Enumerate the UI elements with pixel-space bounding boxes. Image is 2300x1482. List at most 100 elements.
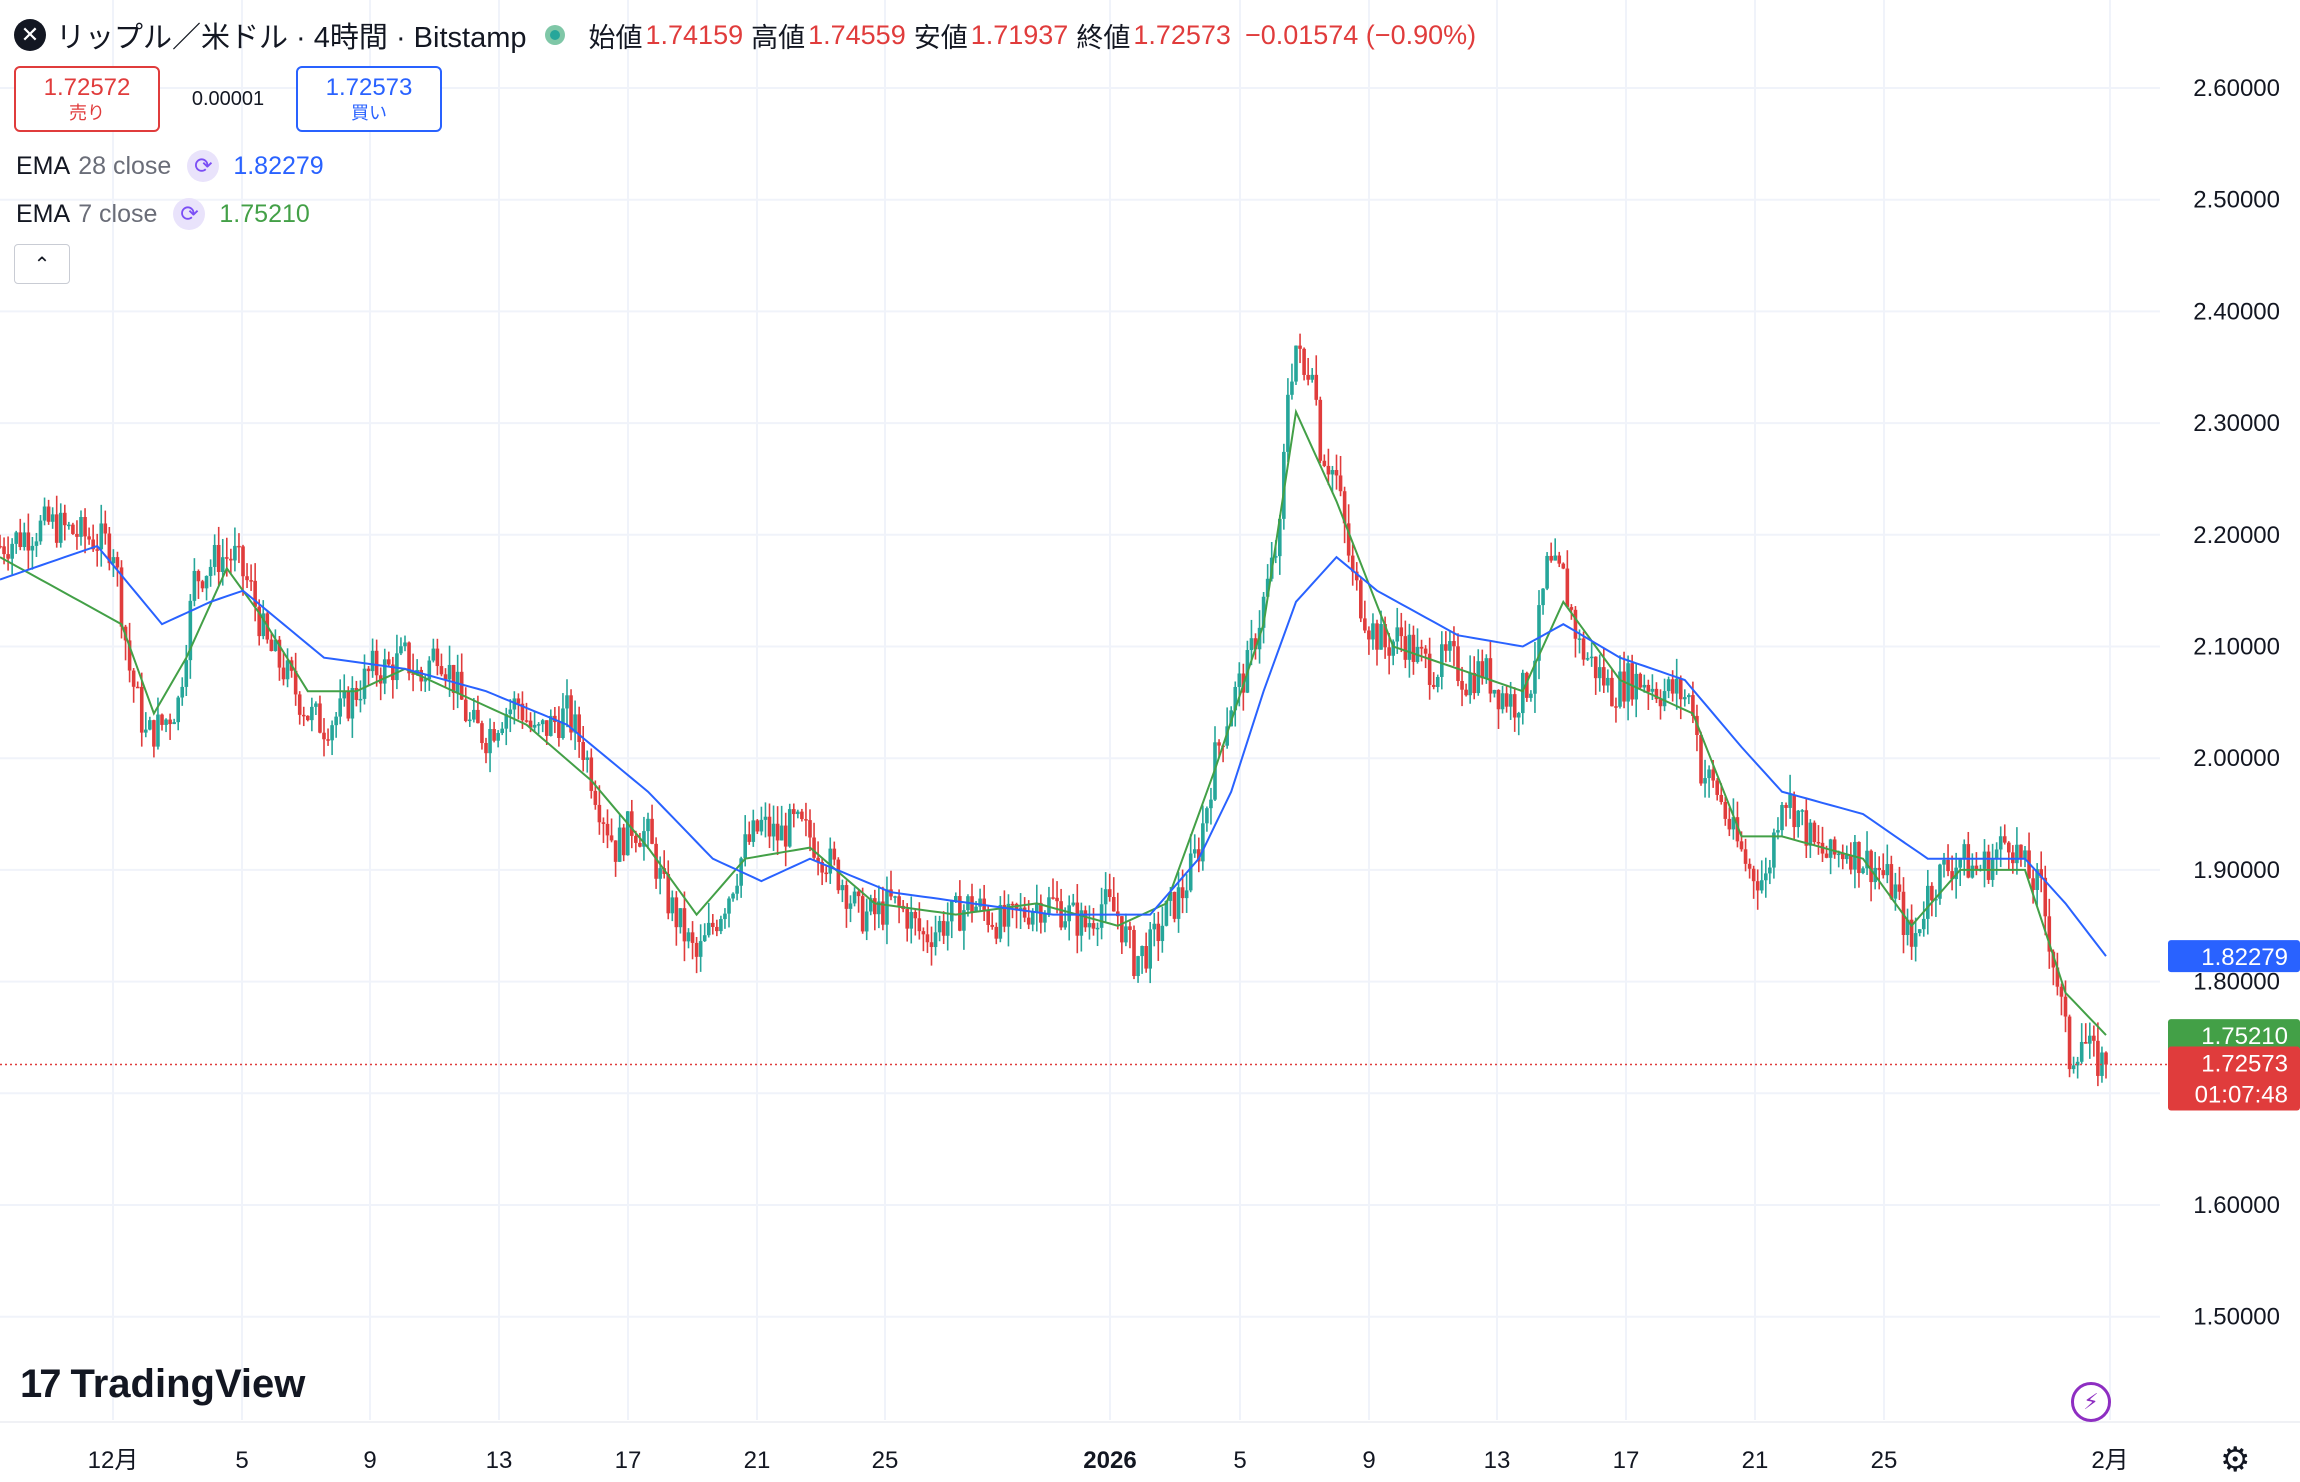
- candle-body: [706, 922, 711, 936]
- candle-body: [233, 545, 237, 561]
- candle-body: [1184, 890, 1189, 899]
- candle-body: [2079, 1041, 2084, 1062]
- candle-body: [2015, 844, 2019, 864]
- chart-grid: [0, 0, 2300, 1423]
- refresh-icon[interactable]: ⟳: [173, 198, 206, 230]
- collapse-legend-button[interactable]: ⌃: [14, 244, 70, 284]
- candle-body: [1095, 927, 1100, 930]
- candle-body: [1808, 822, 1813, 846]
- price-tick-label: 1.80000: [2193, 969, 2280, 996]
- ema7-line: [0, 408, 2107, 1036]
- candle-body: [1018, 907, 1023, 911]
- candle-body: [1379, 624, 1383, 650]
- candle-body: [1723, 801, 1728, 819]
- candle-body: [1561, 563, 1566, 569]
- ema28-legend[interactable]: EMA 28 close ⟳ 1.82279: [16, 150, 324, 182]
- candle-body: [2067, 1016, 2072, 1070]
- candle-body: [893, 896, 897, 898]
- candle-body: [1768, 867, 1772, 874]
- candle-body: [334, 716, 338, 726]
- candle-body: [2039, 869, 2043, 878]
- candle-body: [1180, 887, 1185, 899]
- candle-body: [1035, 902, 1039, 913]
- candle-body: [382, 659, 387, 684]
- time-tick-label: 9: [1362, 1447, 1375, 1474]
- buy-button[interactable]: 1.72573 買い: [296, 66, 442, 132]
- candle-body: [783, 825, 788, 847]
- candle-body: [1286, 394, 1290, 452]
- candle-body: [771, 823, 776, 837]
- candle-body: [1719, 794, 1724, 802]
- time-tick-label: 5: [1233, 1447, 1246, 1474]
- candle-body: [1747, 863, 1752, 869]
- candle-body: [1731, 817, 1736, 830]
- candle-body: [2023, 850, 2027, 859]
- candle-body: [1776, 830, 1780, 833]
- candle-body: [87, 536, 91, 540]
- candle-body: [2083, 1041, 2088, 1044]
- tradingview-logo[interactable]: 17 TradingView: [20, 1362, 305, 1407]
- candle-body: [1124, 926, 1128, 943]
- candle-body: [192, 570, 197, 601]
- candle-body: [1743, 849, 1748, 864]
- symbol-title[interactable]: リップル／米ドル · 4時間 · Bitstamp: [56, 22, 527, 54]
- time-tick-label: 12月: [88, 1447, 139, 1474]
- candle-body: [58, 512, 63, 543]
- candle-body: [1905, 919, 1910, 935]
- candle-body: [1079, 910, 1084, 936]
- candle-body: [719, 919, 723, 932]
- lightning-icon[interactable]: ⚡: [2071, 1382, 2111, 1422]
- candle-body: [346, 690, 351, 719]
- candle-body: [1966, 844, 1971, 878]
- candle-body: [1367, 630, 1371, 640]
- ema28-value: 1.82279: [233, 151, 324, 180]
- candle-body: [1614, 706, 1618, 708]
- candle-body: [1099, 904, 1104, 928]
- candle-body: [986, 910, 990, 925]
- candle-body: [1249, 638, 1254, 651]
- candle-body: [2055, 967, 2060, 987]
- candle-body: [2031, 878, 2035, 890]
- close-value: 1.72573: [1133, 19, 1231, 50]
- candle-body: [273, 639, 278, 652]
- candle-body: [536, 724, 541, 726]
- candle-body: [698, 941, 703, 957]
- candle-body: [1529, 693, 1533, 698]
- ema7-legend[interactable]: EMA 7 close ⟳ 1.75210: [16, 198, 310, 230]
- candle-body: [180, 686, 185, 698]
- candle-body: [1363, 618, 1367, 631]
- price-badge-label: 1.75210: [2201, 1023, 2288, 1050]
- candle-body: [573, 714, 577, 733]
- candle-body: [1440, 644, 1444, 677]
- candle-body: [188, 600, 193, 661]
- candle-body: [1359, 580, 1363, 619]
- time-tick-label: 5: [235, 1447, 248, 1474]
- candle-body: [605, 823, 610, 836]
- candle-body: [1537, 605, 1541, 661]
- candle-body: [840, 885, 845, 891]
- refresh-icon[interactable]: ⟳: [187, 150, 220, 182]
- candle-body: [330, 725, 334, 741]
- candle-body: [792, 809, 796, 815]
- candle-body: [1553, 555, 1557, 561]
- candle-body: [54, 514, 59, 543]
- candle-body: [646, 818, 650, 832]
- candle-body: [484, 743, 488, 754]
- candle-body: [67, 524, 71, 527]
- candle-body: [1735, 817, 1740, 842]
- candle-body: [674, 897, 679, 928]
- candle-body: [1504, 693, 1509, 707]
- candle-body: [38, 520, 43, 542]
- candle-body: [1075, 902, 1080, 936]
- candle-body: [1176, 887, 1181, 919]
- candle-body: [1622, 671, 1626, 702]
- candle-body: [962, 910, 966, 931]
- candle-body: [1861, 868, 1865, 874]
- settings-icon[interactable]: ⚙: [2220, 1441, 2251, 1479]
- candle-body: [1602, 667, 1606, 686]
- candle-body: [2, 546, 6, 555]
- sell-button[interactable]: 1.72572 売り: [14, 66, 160, 132]
- candle-body: [1934, 898, 1938, 901]
- candle-body: [407, 642, 411, 674]
